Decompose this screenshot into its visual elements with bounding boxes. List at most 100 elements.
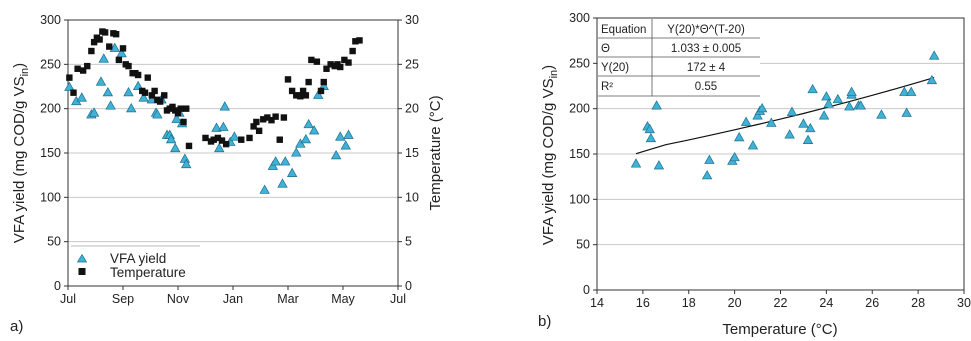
chart-a-temperature-point: [302, 92, 310, 99]
chart-a-vfa-point: [102, 86, 114, 97]
chart-b-vfa-point: [701, 170, 713, 180]
chart-a-y-tick-label: 150: [40, 146, 61, 160]
chart-a-temperature-point: [272, 113, 279, 120]
chart-a-vfa-point: [335, 131, 346, 141]
chart-b-y-tick-label: 300: [569, 11, 590, 25]
chart-a-x-tick-label: Jan: [223, 292, 243, 306]
chart-a-temperature-point: [101, 29, 109, 36]
chart-a-temperature-point: [174, 109, 182, 117]
fit-table-label-y20: Y(20): [601, 62, 629, 74]
chart-a-vfa-point: [152, 109, 163, 119]
chart-a-vfa-point: [95, 76, 107, 86]
chart-a-temperature-point: [96, 36, 103, 43]
chart-a-temperature-point: [161, 92, 168, 99]
chart-a-x-tick-label: Sep: [112, 292, 134, 306]
chart-b-vfa-point: [651, 100, 662, 110]
chart-b: 0 50 100 150 200 250 300 14 16 18 20 22 24 26 28 30 Eq…: [538, 11, 971, 338]
chart-a-y-axis-title-close: ): [11, 63, 28, 68]
fit-table-label-r2: R²: [601, 81, 613, 93]
chart-b-vfa-point: [645, 132, 657, 143]
chart-a-vfa-point: [270, 156, 281, 166]
chart-a-y2-tick-label: 30: [405, 13, 419, 27]
chart-a-temperature-point: [185, 142, 193, 150]
chart-a-x-ticks: Jul Sep Nov Jan Mar May Jul: [60, 286, 406, 306]
chart-a-x-tick-label: May: [331, 292, 355, 306]
chart-a-temperature-point: [119, 45, 127, 52]
chart-a-y-tick-label: 250: [40, 57, 61, 71]
fit-table-label-equation: Equation: [601, 24, 646, 36]
chart-a-vfa-point: [343, 129, 354, 139]
chart-a-y-ticks: 0 50 100 150 200 250 300: [40, 13, 68, 293]
chart-a-temperature-point: [202, 134, 209, 142]
chart-b-fit-line: [635, 77, 935, 155]
chart-b-vfa-point: [899, 86, 910, 96]
chart-b-y-tick-label: 250: [569, 56, 590, 70]
chart-a-temperature-point: [276, 136, 283, 143]
chart-b-x-tick-label: 30: [957, 296, 971, 310]
chart-a-vfa-point: [88, 107, 100, 117]
chart-b-x-ticks: 14 16 18 20 22 24 26 28 30: [590, 290, 971, 310]
chart-a-temperature-point: [88, 47, 95, 55]
chart-a-temperature-point: [106, 43, 113, 50]
chart-b-x-tick-label: 28: [911, 296, 925, 310]
chart-b-vfa-point: [644, 123, 655, 134]
chart-a-temperature-point: [214, 134, 222, 142]
chart-b-vfa-point: [821, 91, 832, 101]
chart-a-temperature-point: [84, 62, 91, 70]
chart-a-temperature-point: [288, 87, 296, 95]
chart-b-vfa-point: [928, 50, 940, 60]
chart-b-y-tick-label: 200: [569, 102, 590, 116]
chart-a-temperature-point: [253, 118, 260, 126]
chart-a-temperature-point: [74, 65, 81, 72]
chart-a-vfa-point: [211, 122, 222, 132]
chart-a-temperature-point: [151, 87, 158, 95]
chart-a-temperature-point: [134, 71, 142, 79]
chart-a-vfa-point: [330, 149, 342, 160]
chart-a-y2-tick-label: 15: [405, 146, 419, 160]
chart-a-temperature-point: [337, 63, 344, 71]
chart-b-y-axis-title: VFA yield (mg COD/g VSin): [540, 65, 560, 245]
chart-a-temperature-point: [90, 38, 98, 46]
chart-a-y-axis-title: VFA yield (mg COD/g VSin): [11, 63, 31, 243]
chart-a-temperature-point: [317, 87, 325, 95]
chart-a-x-tick-label: Jul: [390, 292, 406, 306]
chart-a-vfa-point: [214, 142, 225, 153]
chart-a-vfa-point: [340, 140, 351, 150]
chart-b-vfa-point: [823, 98, 834, 108]
chart-a-vfa-point: [123, 86, 134, 97]
chart-a-vfa-point: [291, 147, 302, 157]
chart-a-temperature-point: [246, 134, 253, 142]
chart-b-vfa-point: [844, 101, 855, 111]
chart-a-temperature-point: [125, 62, 132, 70]
chart-b-vfa-point: [805, 122, 816, 133]
chart-a-temperature-point: [356, 37, 363, 44]
chart-a: 0 50 100 150 200 250 300 0 5 10 15 20 25 30 Jul Sep No…: [10, 13, 444, 335]
chart-a-temperature-point: [284, 76, 292, 83]
chart-b-vfa-point: [807, 83, 818, 94]
chart-b-vfa-point: [906, 86, 917, 96]
chart-a-legend-vfa-label: VFA yield: [110, 251, 166, 266]
chart-a-temperature-point: [352, 38, 359, 45]
chart-b-vfa-point: [802, 134, 814, 144]
chart-a-temperature-point: [112, 30, 120, 38]
chart-a-temperature-point: [345, 59, 352, 66]
chart-b-fit-table: Equation Y(20)*Θ^(T-20) Θ 1.033 ± 0.005 …: [598, 19, 760, 97]
chart-a-temperature-point: [218, 137, 226, 144]
chart-a-x-tick-label: Nov: [167, 292, 190, 306]
chart-b-vfa-point: [784, 129, 795, 139]
chart-a-temperature-point: [70, 89, 77, 96]
chart-a-temperature-point: [156, 98, 164, 105]
chart-b-vfa-point: [734, 131, 745, 142]
chart-a-temperature-point: [115, 56, 123, 64]
chart-b-x-tick-label: 16: [636, 296, 650, 310]
chart-a-temperature-point: [327, 61, 334, 68]
chart-a-y2-tick-label: 5: [405, 235, 412, 249]
fit-table-value-y20: 172 ± 4: [687, 62, 726, 74]
chart-a-vfa-point: [171, 113, 182, 123]
chart-a-temperature-point: [169, 103, 176, 111]
chart-b-y-axis-title-close: ): [540, 65, 557, 70]
chart-a-temperature-point: [260, 116, 267, 123]
chart-a-y-tick-label: 100: [40, 190, 61, 204]
chart-a-temperature-point: [320, 78, 327, 86]
legend-square-icon: [78, 268, 86, 275]
